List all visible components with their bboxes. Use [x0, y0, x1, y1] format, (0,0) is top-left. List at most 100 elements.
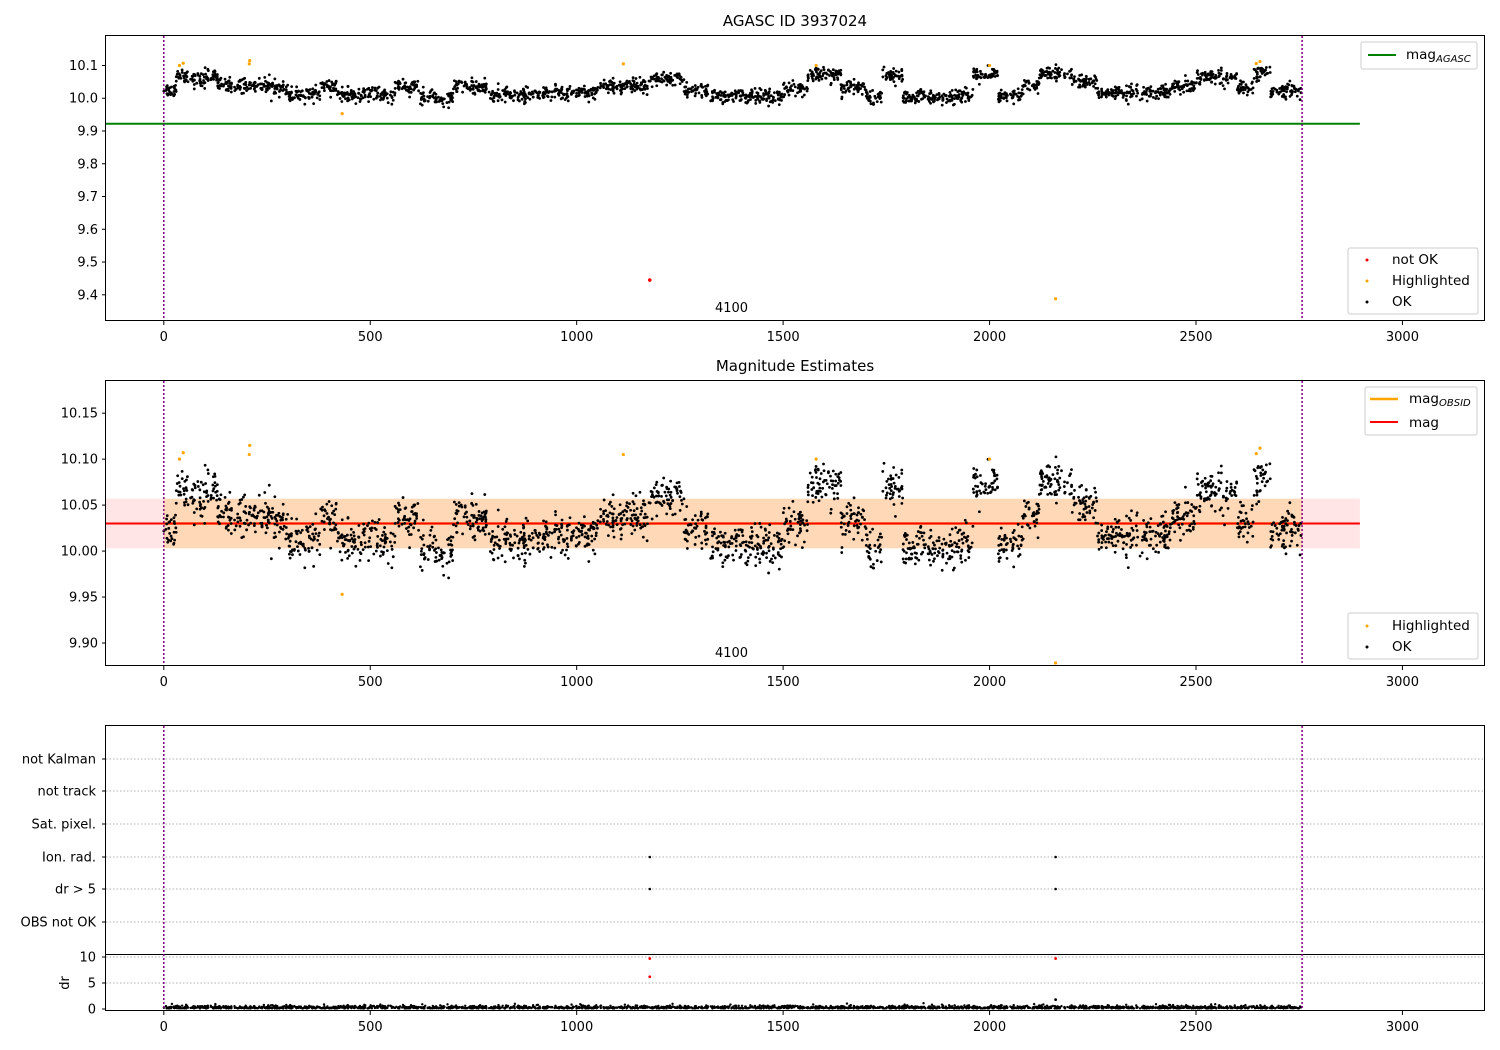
ok-point: [943, 542, 947, 545]
ok-point: [1094, 496, 1098, 500]
ok-point: [904, 534, 907, 538]
ok-point: [669, 71, 673, 75]
ok-point: [408, 546, 412, 550]
ok-point: [1100, 93, 1104, 97]
ok-point: [565, 548, 568, 552]
ok-point: [816, 72, 820, 76]
ok-point: [706, 83, 710, 87]
ok-point: [432, 535, 436, 539]
highlighted-point: [1054, 661, 1058, 665]
ok-point: [503, 560, 507, 564]
ok-point: [382, 530, 386, 534]
dr-point: [214, 1002, 217, 1006]
ok-point: [558, 89, 562, 93]
ok-point: [992, 68, 995, 72]
highlighted-point: [177, 457, 182, 461]
ok-point: [1290, 93, 1293, 97]
ok-point: [1194, 506, 1198, 509]
ok-point: [176, 474, 180, 478]
ok-point: [275, 523, 279, 527]
ok-point: [929, 91, 933, 95]
y-tick-label: 10.15: [61, 407, 98, 422]
ok-point: [662, 79, 665, 82]
ok-point: [510, 96, 513, 99]
ok-point: [1010, 549, 1014, 552]
ok-point: [839, 83, 843, 87]
ok-point: [741, 93, 744, 97]
ok-point: [683, 537, 687, 541]
ok-point: [814, 465, 818, 468]
ok-point: [430, 525, 434, 529]
ok-point: [979, 76, 983, 80]
ok-point: [855, 83, 859, 87]
ok-point: [518, 539, 522, 542]
ok-point: [951, 103, 955, 107]
ok-point: [332, 528, 336, 532]
ok-point: [775, 90, 779, 94]
ok-point: [330, 504, 334, 508]
ok-point: [1149, 85, 1153, 89]
ok-point: [397, 524, 401, 528]
ok-point: [859, 512, 863, 516]
ok-point: [253, 505, 257, 509]
ok-point: [169, 518, 173, 522]
ok-point: [1197, 493, 1201, 497]
ok-point: [451, 559, 455, 562]
ok-point: [604, 522, 608, 526]
ok-point: [306, 530, 310, 534]
ok-point: [940, 94, 944, 98]
ok-point: [165, 514, 169, 518]
ok-point: [913, 551, 917, 555]
ok-point: [1070, 483, 1073, 487]
ok-point: [165, 517, 168, 521]
ok-point: [168, 520, 172, 523]
ok-point: [508, 94, 512, 97]
ok-point: [408, 533, 411, 537]
ok-point: [699, 83, 703, 87]
ok-point: [991, 72, 995, 76]
ok-point: [950, 555, 954, 559]
ok-point: [857, 525, 861, 529]
ok-point: [1235, 480, 1238, 484]
ok-point: [912, 95, 916, 99]
ok-point: [1255, 80, 1259, 83]
ok-point: [787, 88, 791, 92]
ok-point: [806, 500, 810, 504]
ok-point: [1260, 480, 1264, 484]
ok-point: [1095, 499, 1099, 503]
ok-point: [225, 506, 229, 510]
dr-point: [233, 1006, 237, 1010]
ok-point: [776, 97, 780, 101]
ok-point: [1121, 547, 1125, 551]
ok-point: [332, 509, 336, 513]
ok-point: [822, 68, 826, 72]
ok-point: [682, 78, 686, 82]
ok-point: [1278, 532, 1282, 536]
ok-point: [1048, 491, 1052, 495]
ok-point: [295, 90, 299, 94]
ok-point: [897, 495, 901, 498]
ok-point: [1213, 76, 1217, 80]
ok-point: [1057, 73, 1061, 76]
ok-point: [1199, 496, 1203, 500]
ok-point: [634, 85, 638, 89]
ok-point: [1148, 89, 1152, 93]
ok-point: [1012, 536, 1016, 540]
ok-point: [821, 74, 825, 78]
ok-point: [311, 532, 315, 536]
ok-point: [901, 77, 905, 81]
ok-point: [556, 537, 560, 541]
ok-point: [1184, 485, 1187, 489]
ok-point: [198, 496, 202, 500]
ok-point: [386, 562, 390, 565]
ok-point: [936, 550, 940, 553]
ok-point: [1209, 76, 1213, 80]
ok-point: [265, 523, 268, 527]
ok-point: [611, 76, 615, 80]
ok-point: [1159, 87, 1163, 91]
ok-point: [236, 512, 240, 516]
ok-point: [367, 86, 371, 90]
ok-point: [602, 85, 605, 89]
ok-point: [1192, 514, 1196, 518]
ok-point: [278, 530, 281, 534]
